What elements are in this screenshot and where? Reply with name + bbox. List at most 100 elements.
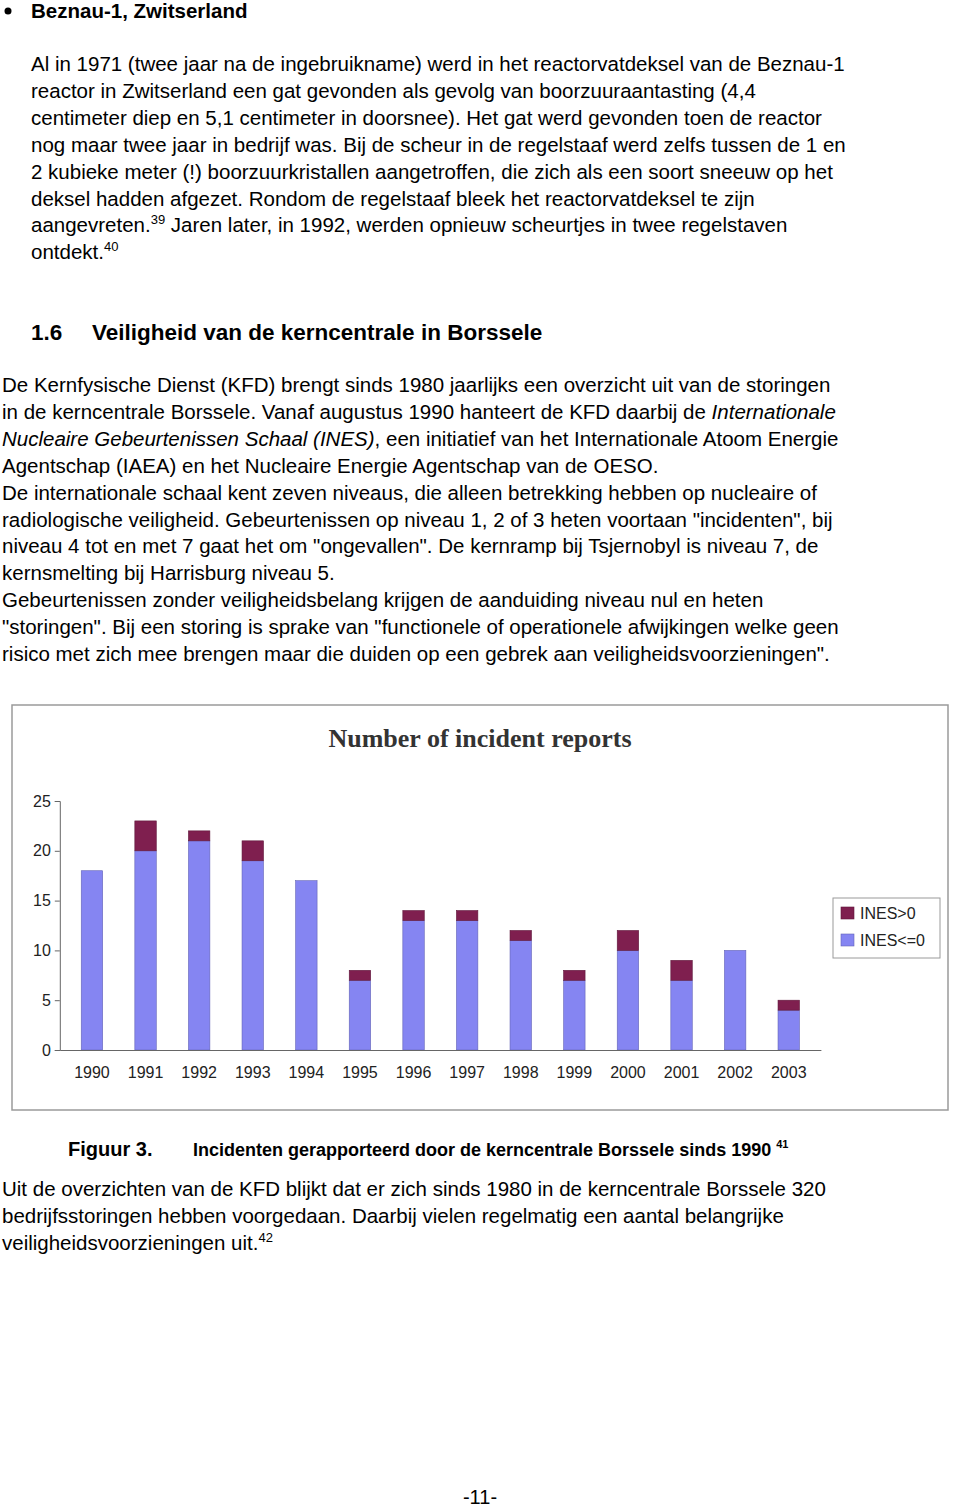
- text-line: Uit de overzichten van de KFD blijkt dat…: [2, 1177, 826, 1200]
- bar-segment: [188, 831, 209, 841]
- bar-segment: [778, 1000, 799, 1010]
- legend-swatch: [841, 934, 854, 946]
- tick: 1994: [289, 1050, 325, 1081]
- bar-segment: [81, 870, 102, 871]
- bar-segment: [296, 881, 317, 1050]
- tick: 1991: [128, 1050, 164, 1081]
- bar-segment: [349, 980, 370, 1050]
- tick: 20: [33, 842, 60, 859]
- text-segment: kernsmelting bij Harrisburg niveau 5.: [2, 561, 335, 584]
- tick-label: 15: [33, 892, 51, 909]
- tick-label: 1998: [503, 1064, 539, 1081]
- text-segment: Jaren later, in 1992, werden opnieuw sch…: [165, 213, 787, 236]
- tick: 2001: [664, 1050, 700, 1081]
- text-segment: 39: [151, 212, 165, 227]
- text-segment: De Kernfysische Dienst (KFD) brengt sind…: [2, 373, 830, 396]
- text-segment: Incidenten gerapporteerd door de kerncen…: [193, 1140, 776, 1160]
- tick-label: 1992: [181, 1064, 217, 1081]
- text-line: aangevreten.39 Jaren later, in 1992, wer…: [31, 212, 787, 236]
- bar-segment: [242, 861, 263, 1050]
- bar-segment: [671, 980, 692, 1050]
- figure-label: Figuur 3.: [68, 1138, 152, 1160]
- tick: 1993: [235, 1050, 271, 1081]
- text-segment: nog maar twee jaar in bedrijf was. Bij d…: [31, 133, 846, 156]
- bar-segment: [510, 940, 531, 1050]
- bar-segment: [724, 950, 745, 1050]
- bar-segment: [456, 921, 477, 1050]
- tick: 15: [33, 892, 60, 909]
- tick-mark: [55, 801, 60, 802]
- legend-swatch: [841, 907, 854, 919]
- tick-mark: [55, 901, 60, 902]
- tick: 2002: [717, 1050, 753, 1081]
- text-segment: Al in 1971 (twee jaar na de ingebruiknam…: [31, 52, 845, 75]
- bar-segment: [296, 880, 317, 881]
- tick-label: 20: [33, 842, 51, 859]
- bar-segment: [617, 930, 638, 950]
- bar-segment: [188, 841, 209, 1050]
- bars: [81, 821, 799, 1050]
- tick: 1990: [74, 1050, 110, 1081]
- tick-label: 1996: [396, 1064, 432, 1081]
- bar-segment: [564, 980, 585, 1050]
- page: Beznau-1, ZwitserlandAl in 1971 (twee ja…: [0, 0, 960, 1509]
- text-segment: "storingen". Bij een storing is sprake v…: [2, 615, 839, 638]
- tick-label: 5: [42, 992, 51, 1009]
- bar-segment: [617, 950, 638, 1050]
- tick: 1998: [503, 1050, 539, 1081]
- text-segment: De internationale schaal kent zeven nive…: [2, 481, 817, 504]
- tick-label: 1997: [449, 1064, 485, 1081]
- bullet: [5, 8, 12, 15]
- text-segment: 40: [104, 239, 118, 254]
- tick: 1996: [396, 1050, 432, 1081]
- text-segment: in de kerncentrale Borssele. Vanaf augus…: [2, 400, 712, 423]
- text-segment: ontdekt.: [31, 240, 104, 263]
- legend-frame: [833, 898, 940, 958]
- tick: 0: [42, 1042, 60, 1059]
- tick: 2000: [610, 1050, 646, 1081]
- tick-label: 1999: [557, 1064, 593, 1081]
- paragraph: Uit de overzichten van de KFD blijkt dat…: [2, 1177, 826, 1254]
- text-line: radiologische veiligheid. Gebeurtenissen…: [2, 508, 833, 531]
- text-segment: Nucleaire Gebeurtenissen Schaal (INES): [2, 427, 375, 450]
- y-axis: 0 5 10 15 20 25: [33, 793, 60, 1059]
- chart: Number of incident reports05101520251990…: [12, 705, 948, 1110]
- text-line: risico met zich mee brengen maar die dui…: [2, 642, 830, 665]
- tick-label: 2002: [717, 1064, 753, 1081]
- tick-label: 1991: [128, 1064, 164, 1081]
- section-number: 1.6: [31, 320, 62, 345]
- bar-segment: [242, 841, 263, 861]
- tick-label: 1994: [289, 1064, 325, 1081]
- text-segment: , een initiatief van het Internationale …: [375, 427, 839, 450]
- text-line: veiligheidsvoorzieningen uit.42: [2, 1230, 273, 1254]
- chart-frame: [12, 705, 948, 1110]
- text-segment: radiologische veiligheid. Gebeurtenissen…: [2, 508, 833, 531]
- text-segment: Agentschap (IAEA) en het Nucleaire Energ…: [2, 454, 658, 477]
- section-title: Veiligheid van de kerncentrale in Borsse…: [92, 320, 542, 345]
- bar-segment: [671, 960, 692, 980]
- text-line: centimeter diep en 5,1 centimeter in doo…: [31, 106, 822, 129]
- tick-label: 0: [42, 1042, 51, 1059]
- text-line: bedrijfsstoringen hebben voorgedaan. Daa…: [2, 1204, 784, 1227]
- tick-mark: [55, 950, 60, 951]
- tick-label: 2001: [664, 1064, 700, 1081]
- text-line: in de kerncentrale Borssele. Vanaf augus…: [2, 400, 836, 423]
- tick-label: 25: [33, 793, 51, 810]
- tick-label: 1990: [74, 1064, 110, 1081]
- bar-segment: [403, 921, 424, 1050]
- bar-segment: [403, 911, 424, 921]
- tick-mark: [55, 851, 60, 852]
- tick: 10: [33, 942, 60, 959]
- text-segment: bedrijfsstoringen hebben voorgedaan. Daa…: [2, 1204, 784, 1227]
- bar-segment: [724, 950, 745, 951]
- tick: 2003: [771, 1050, 807, 1081]
- text-line: Al in 1971 (twee jaar na de ingebruiknam…: [31, 52, 845, 75]
- legend-label: INES<=0: [860, 932, 925, 949]
- text-line: Gebeurtenissen zonder veiligheidsbelang …: [2, 588, 763, 611]
- text-segment: veiligheidsvoorzieningen uit.: [2, 1231, 258, 1254]
- text-segment: deksel hadden afgezet. Rondom de regelst…: [31, 187, 755, 210]
- text-line: 2 kubieke meter (!) boorzuurkristallen a…: [31, 160, 833, 183]
- bar-segment: [135, 821, 156, 851]
- tick-mark: [55, 1050, 60, 1051]
- bar-segment: [349, 970, 370, 980]
